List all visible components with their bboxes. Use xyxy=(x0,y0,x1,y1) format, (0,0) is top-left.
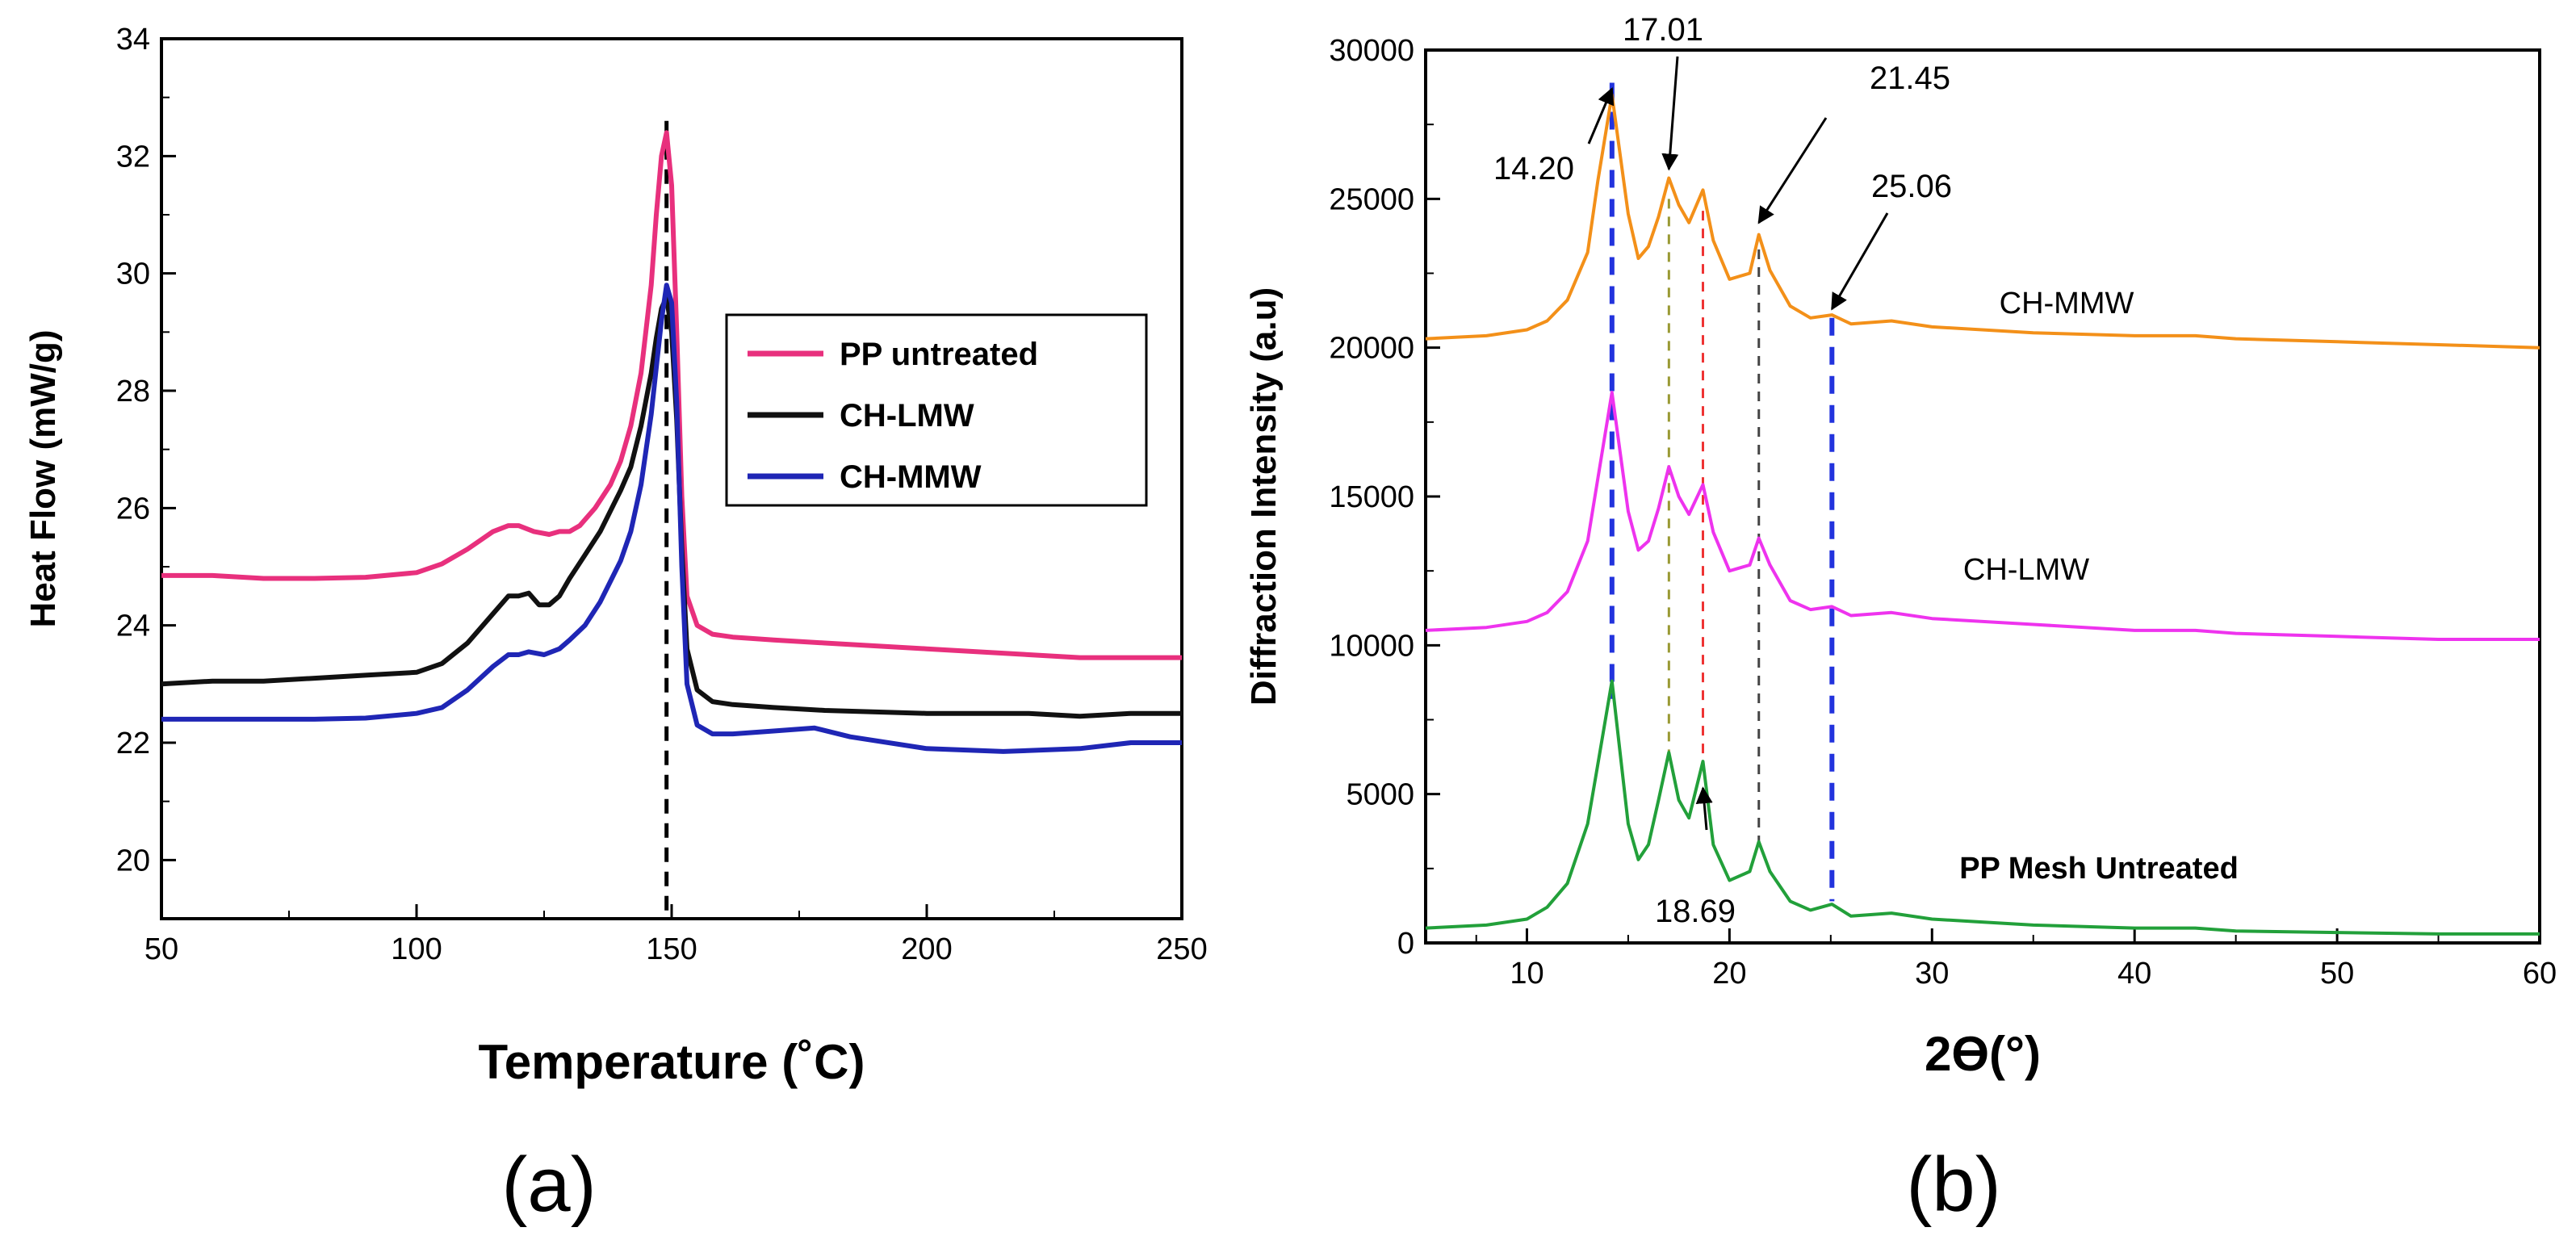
panel-a-dsc-chart: 20 22 24 26 28 30 32 34 50 100 150 200 250 Temperatur… xyxy=(23,23,1208,1228)
y-tick-label: 22 xyxy=(116,727,150,760)
series-line-pp-mesh-untreated xyxy=(1425,679,2540,936)
y-tick-label: 10000 xyxy=(1329,629,1414,663)
series-label: CH-LMW xyxy=(1963,553,2089,587)
y-tick-label: 5000 xyxy=(1346,778,1414,812)
series-line-ch-lmw xyxy=(161,294,1182,719)
y-tick-label: 0 xyxy=(1397,927,1414,961)
x-tick-label: 10 xyxy=(1510,957,1544,991)
x-tick-label: 150 xyxy=(646,932,697,966)
y-tick-label: 25000 xyxy=(1329,182,1414,216)
y-axis-title: Diffraction Intensity (a.u) xyxy=(1244,287,1284,706)
legend-entry: PP untreated xyxy=(840,337,1038,372)
y-axis-title: Heat Flow (mW/g) xyxy=(23,329,63,627)
peak-label: 17.01 xyxy=(1623,12,1703,48)
y-tick-label: 34 xyxy=(116,23,150,57)
x-tick-label: 50 xyxy=(2320,957,2354,991)
plot-frame xyxy=(1424,48,2541,945)
x-tick-label: 250 xyxy=(1156,932,1207,966)
peak-arrow xyxy=(1661,56,1679,171)
peak-label: 21.45 xyxy=(1870,61,1950,96)
y-tick-label: 24 xyxy=(116,610,150,643)
series-line-ch-lmw xyxy=(1425,391,2540,641)
peak-label: 18.69 xyxy=(1655,894,1736,929)
x-tick-label: 100 xyxy=(391,932,442,966)
legend-entry: CH-MMW xyxy=(840,459,982,495)
series-line-pp-untreated xyxy=(161,130,1182,660)
x-tick-label: 60 xyxy=(2523,957,2557,991)
y-tick-label: 32 xyxy=(116,140,150,174)
x-tick-label: 30 xyxy=(1915,957,1949,991)
series-label: PP Mesh Untreated xyxy=(1959,852,2239,886)
panel-b-xrd-chart: 0 5000 10000 15000 20000 25000 30000 10 20 30 40 50… xyxy=(1244,12,2557,1228)
panel-label-a: (a) xyxy=(501,1142,596,1228)
x-tick-label: 20 xyxy=(1712,957,1746,991)
x-axis-title: Temperature (˚C) xyxy=(479,1035,865,1089)
series-label: CH-MMW xyxy=(2000,287,2134,320)
y-tick-label: 30 xyxy=(116,258,150,291)
panel-label-b: (b) xyxy=(1906,1142,2000,1228)
x-tick-label: 40 xyxy=(2117,957,2151,991)
peak-arrow xyxy=(1695,786,1713,831)
y-tick-label: 26 xyxy=(116,492,150,526)
x-tick-label: 50 xyxy=(145,932,178,966)
peak-label: 25.06 xyxy=(1871,169,1952,204)
y-tick-label: 28 xyxy=(116,375,150,408)
series-line-ch-mmw xyxy=(161,283,1182,754)
x-tick-label: 200 xyxy=(901,932,952,966)
y-tick-label: 20000 xyxy=(1329,332,1414,366)
series-line-ch-mmw xyxy=(1425,93,2540,350)
peak-arrow xyxy=(1587,86,1615,145)
y-tick-label: 20 xyxy=(116,844,150,878)
peak-label: 14.20 xyxy=(1493,151,1574,186)
y-tick-label: 15000 xyxy=(1329,480,1414,514)
y-tick-label: 30000 xyxy=(1329,34,1414,68)
peak-arrow xyxy=(1757,117,1828,224)
legend-entry: CH-LMW xyxy=(840,398,974,434)
x-axis-title: 2ϴ(°) xyxy=(1925,1027,2041,1081)
legend: PP untreated CH-LMW CH-MMW xyxy=(725,313,1148,507)
peak-arrow xyxy=(1831,212,1889,311)
